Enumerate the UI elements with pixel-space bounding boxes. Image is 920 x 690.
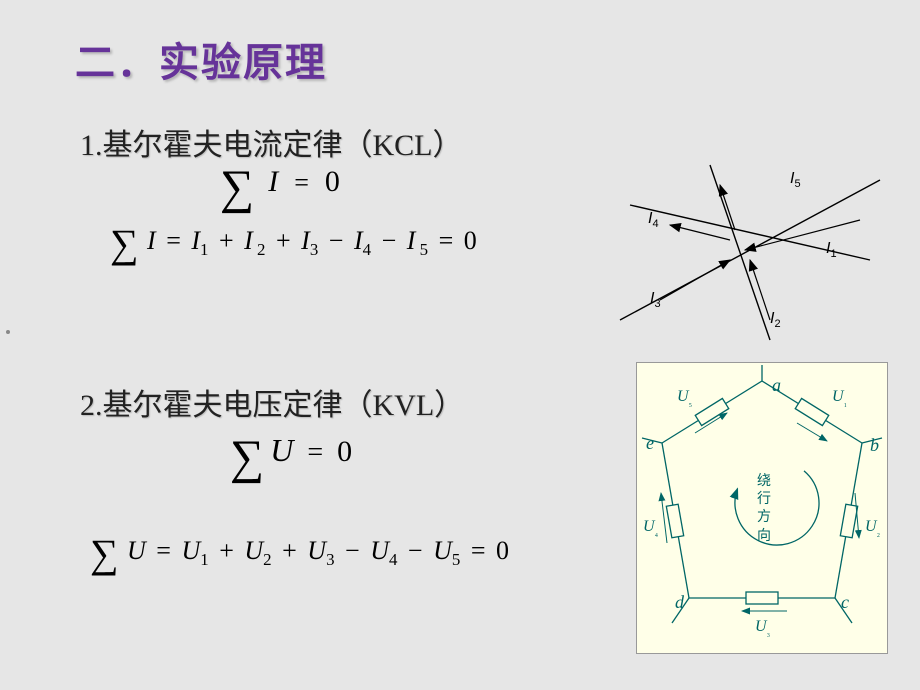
vertex-label: e: [646, 433, 654, 454]
voltage-label: U₂: [865, 518, 880, 538]
sigma-symbol: ∑: [220, 161, 254, 214]
voltage-label: U₁: [832, 388, 847, 408]
vertex-label: d: [675, 592, 684, 613]
kcl-diagram: I1 I2 I3 I4 I5: [610, 150, 890, 350]
vertex-label: a: [772, 375, 781, 396]
vertex-label: c: [841, 592, 849, 613]
kvl-eq1: ∑ U = 0: [230, 430, 352, 485]
kvl-diagram: 绕行方向 U₁ U₂ U₃ U₄ U₅ a b c d e: [636, 362, 888, 654]
bullet-dot: [6, 330, 10, 334]
current-label: I2: [770, 310, 781, 330]
kcl-eq2: ∑ I = I1 + I 2 + I3 − I4 − I 5 = 0: [110, 220, 477, 267]
page-title: 二．实验原理: [75, 30, 327, 88]
voltage-label: U₄: [643, 518, 658, 538]
kvl-center-text: 绕行方向: [757, 473, 771, 546]
current-label: I4: [648, 210, 659, 230]
current-label: I3: [650, 290, 661, 310]
current-label: I5: [790, 170, 801, 190]
voltage-label: U₃: [755, 618, 770, 638]
section1-heading: 1.基尔霍夫电流定律（KCL）: [80, 120, 463, 164]
vertex-label: b: [870, 435, 879, 456]
kcl-eq1: ∑ I = 0: [220, 160, 340, 215]
voltage-label: U₅: [677, 388, 692, 408]
current-label: I1: [826, 240, 837, 260]
section2-heading: 2.基尔霍夫电压定律（KVL）: [80, 380, 464, 424]
kcl-svg: [610, 150, 890, 350]
kvl-eq2: ∑ U = U1 + U2 + U3 − U4 − U5 = 0: [90, 530, 509, 577]
